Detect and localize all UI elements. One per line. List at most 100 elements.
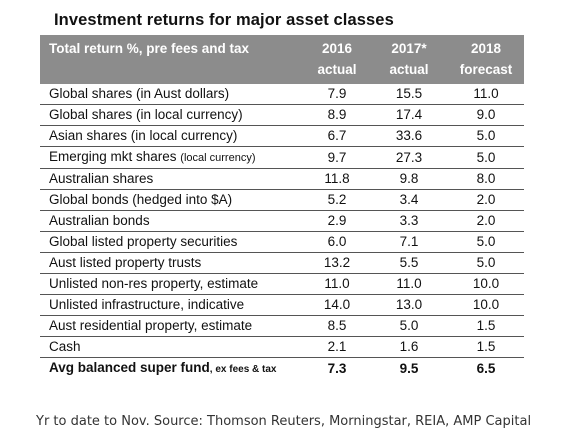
asset-class-name: Aust listed property trusts bbox=[40, 252, 304, 274]
asset-class-note: (local currency) bbox=[180, 152, 256, 164]
total-name: Avg balanced super fund bbox=[49, 360, 210, 375]
asset-class-name: Global bonds (hedged into $A) bbox=[40, 189, 304, 211]
asset-class-name: Australian bonds bbox=[40, 210, 304, 232]
source-footnote: Yr to date to Nov. Source: Thomson Reute… bbox=[36, 414, 532, 429]
table-title: Investment returns for major asset class… bbox=[54, 11, 394, 29]
return-2018: 1.5 bbox=[448, 315, 524, 337]
asset-class-label: Cash bbox=[49, 339, 81, 354]
header-2017: 2017* actual bbox=[370, 35, 448, 84]
asset-class-name: Unlisted infrastructure, indicative bbox=[40, 294, 304, 316]
asset-class-label: Unlisted non-res property, estimate bbox=[49, 276, 259, 291]
return-2018: 5.0 bbox=[448, 125, 524, 147]
asset-class-name: Emerging mkt shares (local currency) bbox=[40, 146, 304, 169]
table-row: Aust listed property trusts 13.2 5.5 5.0 bbox=[40, 252, 524, 274]
return-2017: 3.4 bbox=[370, 189, 448, 211]
asset-class-label: Global listed property securities bbox=[49, 234, 238, 249]
total-2016: 7.3 bbox=[327, 361, 347, 376]
table-row: Asian shares (in local currency) 6.7 33.6 5… bbox=[40, 125, 524, 147]
asset-class-name: Unlisted non-res property, estimate bbox=[40, 273, 304, 295]
return-2018: 5.0 bbox=[448, 231, 524, 253]
table-row: Emerging mkt shares (local currency) 9.7 2… bbox=[40, 146, 524, 169]
return-2016: 2.9 bbox=[304, 210, 370, 232]
return-2017: 5.5 bbox=[370, 252, 448, 274]
return-2017: 15.5 bbox=[370, 84, 448, 105]
asset-class-label: Australian bonds bbox=[49, 213, 150, 228]
return-2016: 13.2 bbox=[304, 252, 370, 274]
return-2017: 1.6 bbox=[370, 336, 448, 358]
return-2017: 11.0 bbox=[370, 273, 448, 295]
return-2018: 1.5 bbox=[448, 336, 524, 358]
table-row: Cash 2.1 1.6 1.5 bbox=[40, 336, 524, 358]
total-2018: 6.5 bbox=[476, 361, 496, 376]
asset-class-name: Global shares (in local currency) bbox=[40, 104, 304, 126]
asset-class-label: Australian shares bbox=[49, 171, 154, 186]
asset-class-label: Global shares (in Aust dollars) bbox=[49, 86, 230, 101]
return-2016: 8.9 bbox=[304, 104, 370, 126]
asset-class-name: Aust residential property, estimate bbox=[40, 315, 304, 337]
return-2018: 2.0 bbox=[448, 210, 524, 232]
total-label: Avg balanced super fund, ex fees & tax bbox=[40, 358, 304, 381]
total-note: , ex fees & tax bbox=[209, 364, 277, 375]
return-2016: 14.0 bbox=[304, 294, 370, 316]
header-2017-year: 2017* bbox=[391, 41, 427, 56]
table-row: Global bonds (hedged into $A) 5.2 3.4 2.0 bbox=[40, 189, 524, 211]
asset-class-label: Unlisted infrastructure, indicative bbox=[49, 297, 245, 312]
return-2018: 10.0 bbox=[448, 273, 524, 295]
table-row: Global shares (in Aust dollars) 7.9 15.5 11… bbox=[40, 84, 524, 105]
return-2018: 8.0 bbox=[448, 168, 524, 190]
header-2018-year: 2018 bbox=[470, 41, 502, 56]
total-2017: 9.5 bbox=[399, 361, 419, 376]
table-row: Aust residential property, estimate 8.5 5.… bbox=[40, 315, 524, 337]
header-2018-type: forecast bbox=[459, 62, 513, 77]
asset-class-name: Cash bbox=[40, 336, 304, 358]
return-2016: 9.7 bbox=[304, 146, 370, 169]
table-row: Unlisted infrastructure, indicative 14.0 1… bbox=[40, 294, 524, 316]
table-row: Australian bonds 2.9 3.3 2.0 bbox=[40, 210, 524, 232]
returns-table: Total return %, pre fees and tax 2016 ac… bbox=[40, 35, 524, 380]
return-2018: 10.0 bbox=[448, 294, 524, 316]
header-2016: 2016 actual bbox=[304, 35, 370, 84]
return-2016: 6.0 bbox=[304, 231, 370, 253]
header-label: Total return %, pre fees and tax bbox=[40, 35, 304, 84]
asset-class-label: Aust residential property, estimate bbox=[49, 318, 253, 333]
return-2018: 2.0 bbox=[448, 189, 524, 211]
table-row: Global shares (in local currency) 8.9 17.4… bbox=[40, 104, 524, 126]
table-row: Unlisted non-res property, estimate 11.0 1… bbox=[40, 273, 524, 295]
return-2018: 9.0 bbox=[448, 104, 524, 126]
asset-class-label: Asian shares (in local currency) bbox=[49, 128, 238, 143]
asset-class-name: Global shares (in Aust dollars) bbox=[40, 84, 304, 105]
table-row: Australian shares 11.8 9.8 8.0 bbox=[40, 168, 524, 190]
return-2017: 9.8 bbox=[370, 168, 448, 190]
return-2018: 5.0 bbox=[448, 146, 524, 169]
asset-class-name: Global listed property securities bbox=[40, 231, 304, 253]
return-2017: 5.0 bbox=[370, 315, 448, 337]
total-row: Avg balanced super fund, ex fees & tax 7… bbox=[40, 358, 524, 381]
header-2016-type: actual bbox=[317, 62, 357, 77]
asset-class-label: Global bonds (hedged into $A) bbox=[49, 192, 233, 207]
table-body: Global shares (in Aust dollars) 7.9 15.5 11… bbox=[40, 84, 524, 380]
asset-class-name: Australian shares bbox=[40, 168, 304, 190]
return-2017: 33.6 bbox=[370, 125, 448, 147]
return-2016: 5.2 bbox=[304, 189, 370, 211]
return-2016: 7.9 bbox=[304, 84, 370, 105]
header-2017-type: actual bbox=[389, 62, 429, 77]
asset-class-label: Global shares (in local currency) bbox=[49, 107, 243, 122]
asset-class-name: Asian shares (in local currency) bbox=[40, 125, 304, 147]
return-2018: 5.0 bbox=[448, 252, 524, 274]
return-2016: 11.0 bbox=[304, 273, 370, 295]
header-2018: 2018 forecast bbox=[448, 35, 524, 84]
return-2016: 11.8 bbox=[304, 168, 370, 190]
return-2016: 6.7 bbox=[304, 125, 370, 147]
header-2016-year: 2016 bbox=[321, 41, 353, 56]
table-header-row: Total return %, pre fees and tax 2016 ac… bbox=[40, 35, 524, 84]
return-2017: 13.0 bbox=[370, 294, 448, 316]
return-2016: 2.1 bbox=[304, 336, 370, 358]
return-2017: 3.3 bbox=[370, 210, 448, 232]
asset-class-label: Emerging mkt shares bbox=[49, 149, 181, 164]
return-2017: 7.1 bbox=[370, 231, 448, 253]
return-2017: 27.3 bbox=[370, 146, 448, 169]
asset-class-label: Aust listed property trusts bbox=[49, 255, 202, 270]
return-2016: 8.5 bbox=[304, 315, 370, 337]
return-2018: 11.0 bbox=[448, 84, 524, 105]
return-2017: 17.4 bbox=[370, 104, 448, 126]
